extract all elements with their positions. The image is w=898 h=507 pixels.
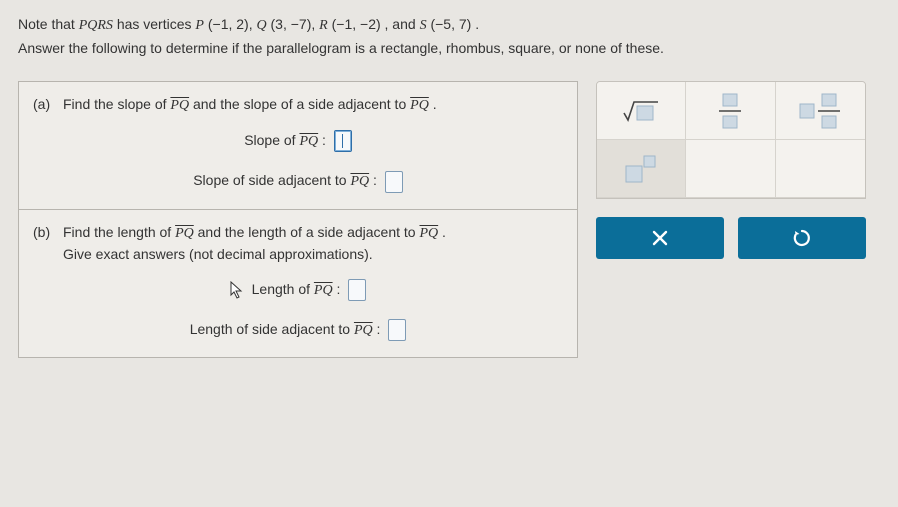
segment-pq: PQ xyxy=(299,134,318,149)
label: : xyxy=(377,321,381,337)
problem-line-2: Answer the following to determine if the… xyxy=(18,38,880,59)
math-palette xyxy=(596,81,866,259)
segment-pq: PQ xyxy=(175,226,194,241)
text: Find the length of xyxy=(63,224,175,240)
coords-s: (−5, 7) xyxy=(430,16,471,32)
length-adjacent-input[interactable] xyxy=(388,319,406,341)
text: Find the slope of xyxy=(63,96,170,112)
slope-pq-input[interactable] xyxy=(334,130,352,152)
length-pq-row: Length of PQ : xyxy=(33,279,563,301)
slope-adjacent-input[interactable] xyxy=(385,171,403,193)
vertex-q: Q xyxy=(257,18,267,33)
coords-q: (3, −7) xyxy=(271,16,312,32)
text: Note that xyxy=(18,16,79,32)
clear-button[interactable] xyxy=(596,217,724,259)
label: : xyxy=(336,281,340,297)
sqrt-button[interactable] xyxy=(597,82,686,140)
text: , and xyxy=(385,16,420,32)
length-pq-input[interactable] xyxy=(348,279,366,301)
segment-pq: PQ xyxy=(350,174,369,189)
exponent-button[interactable] xyxy=(597,140,686,198)
segment-pq: PQ xyxy=(354,323,373,338)
slope-pq-row: Slope of PQ : xyxy=(33,130,563,152)
part-a-letter: (a) xyxy=(33,94,57,116)
part-b-prompt: Find the length of PQ and the length of … xyxy=(63,222,446,265)
part-b: (b) Find the length of PQ and the length… xyxy=(19,209,577,358)
text: and the slope of a side adjacent to xyxy=(193,96,410,112)
question-panel: (a) Find the slope of PQ and the slope o… xyxy=(18,81,578,358)
palette-empty-1 xyxy=(686,140,775,198)
vertex-p: P xyxy=(195,18,204,33)
segment-pq: PQ xyxy=(314,283,333,298)
problem-line-1: Note that PQRS has vertices P (−1, 2), Q… xyxy=(18,14,880,36)
palette-actions xyxy=(596,217,866,259)
label: : xyxy=(373,172,377,188)
cursor-icon xyxy=(230,281,244,299)
coords-p: (−1, 2) xyxy=(208,16,249,32)
label: Length of xyxy=(252,281,314,297)
text: . xyxy=(433,96,437,112)
segment-pq: PQ xyxy=(410,98,429,113)
coords-r: (−1, −2) xyxy=(332,16,381,32)
part-a: (a) Find the slope of PQ and the slope o… xyxy=(19,82,577,209)
text: and the length of a side adjacent to xyxy=(198,224,420,240)
text: has vertices xyxy=(117,16,196,32)
text: . xyxy=(475,16,479,32)
slope-adjacent-row: Slope of side adjacent to PQ : xyxy=(33,170,563,192)
reset-button[interactable] xyxy=(738,217,866,259)
label: Slope of side adjacent to xyxy=(193,172,350,188)
part-b-subtext: Give exact answers (not decimal approxim… xyxy=(63,246,373,262)
vertex-r: R xyxy=(319,18,328,33)
mixed-fraction-button[interactable] xyxy=(776,82,865,140)
label: Length of side adjacent to xyxy=(190,321,354,337)
shape-name: PQRS xyxy=(79,18,113,33)
part-b-letter: (b) xyxy=(33,222,57,265)
vertex-s: S xyxy=(420,18,427,33)
problem-statement: Note that PQRS has vertices P (−1, 2), Q… xyxy=(18,14,880,59)
segment-pq: PQ xyxy=(419,226,438,241)
palette-empty-2 xyxy=(776,140,865,198)
label: : xyxy=(322,132,326,148)
palette-grid xyxy=(596,81,866,199)
text: . xyxy=(442,224,446,240)
length-adjacent-row: Length of side adjacent to PQ : xyxy=(33,319,563,341)
fraction-button[interactable] xyxy=(686,82,775,140)
segment-pq: PQ xyxy=(170,98,189,113)
part-a-prompt: Find the slope of PQ and the slope of a … xyxy=(63,94,437,116)
label: Slope of xyxy=(244,132,299,148)
